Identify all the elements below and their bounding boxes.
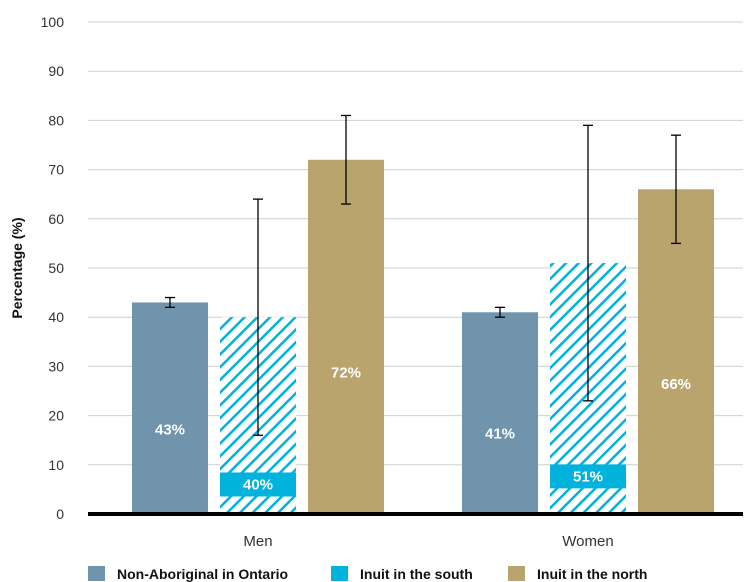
data-label: 43% bbox=[155, 421, 185, 438]
legend: Non-Aboriginal in Ontario Inuit in the so… bbox=[88, 566, 647, 582]
error-bar bbox=[583, 124, 593, 402]
x-tick-label: Men bbox=[243, 533, 272, 550]
bar bbox=[308, 159, 384, 514]
data-label-box bbox=[220, 472, 296, 497]
legend-item: Inuit in the north bbox=[508, 566, 647, 582]
bar bbox=[462, 312, 538, 514]
y-tick-label: 50 bbox=[48, 260, 64, 276]
error-bar bbox=[341, 114, 351, 205]
y-tick-labels: 0 10 20 30 40 50 60 70 80 90 100 bbox=[41, 14, 65, 522]
bar bbox=[132, 302, 208, 514]
data-label: 51% bbox=[573, 468, 603, 485]
bars bbox=[132, 159, 714, 514]
legend-swatch bbox=[331, 566, 348, 581]
y-tick-label: 0 bbox=[56, 506, 64, 522]
legend-item: Non-Aboriginal in Ontario bbox=[88, 566, 288, 582]
legend-label: Inuit in the north bbox=[537, 566, 647, 582]
data-label-box bbox=[550, 464, 626, 489]
y-tick-label: 80 bbox=[48, 112, 64, 128]
error-bar bbox=[495, 306, 505, 318]
error-bar bbox=[253, 198, 263, 436]
y-tick-label: 30 bbox=[48, 358, 64, 374]
data-label: 41% bbox=[485, 425, 515, 442]
error-bar bbox=[165, 296, 175, 309]
y-tick-label: 90 bbox=[48, 63, 64, 79]
y-tick-label: 60 bbox=[48, 211, 64, 227]
legend-label: Inuit in the south bbox=[360, 566, 473, 582]
legend-swatch bbox=[508, 566, 525, 581]
data-label: 66% bbox=[661, 376, 691, 393]
y-tick-label: 100 bbox=[41, 14, 65, 30]
data-labels: 43% 41% 40% 51% 72% 66% bbox=[155, 364, 691, 497]
y-tick-label: 70 bbox=[48, 162, 64, 178]
data-label: 72% bbox=[331, 364, 361, 381]
y-tick-label: 10 bbox=[48, 457, 64, 473]
data-label: 40% bbox=[243, 476, 273, 493]
error-bar bbox=[671, 134, 681, 245]
y-axis-title: Percentage (%) bbox=[9, 217, 25, 318]
x-tick-labels: Men Women bbox=[243, 533, 613, 550]
x-tick-label: Women bbox=[562, 533, 613, 550]
error-bars bbox=[165, 114, 681, 436]
y-tick-label: 20 bbox=[48, 408, 64, 424]
legend-item: Inuit in the south bbox=[331, 566, 473, 582]
legend-swatch bbox=[88, 566, 105, 581]
y-tick-label: 40 bbox=[48, 309, 64, 325]
legend-label: Non-Aboriginal in Ontario bbox=[117, 566, 288, 582]
